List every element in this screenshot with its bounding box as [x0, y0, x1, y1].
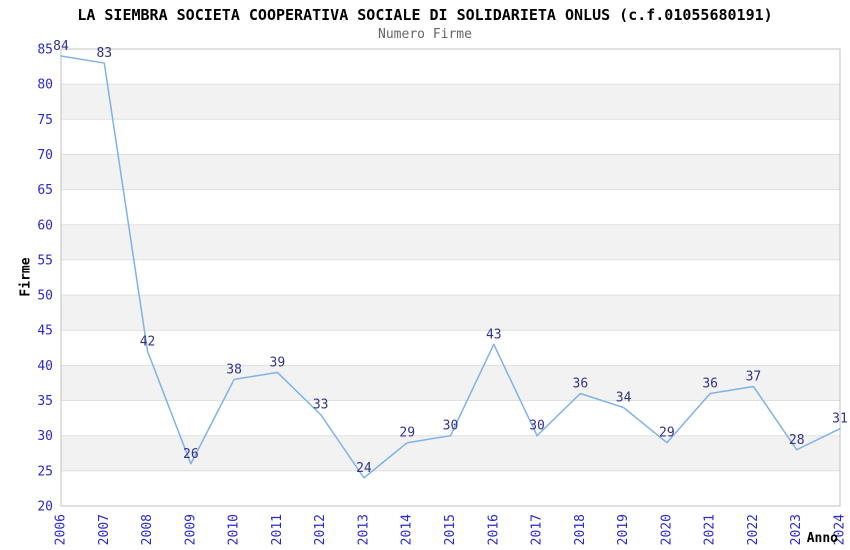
point-label: 43: [486, 327, 502, 342]
y-tick-label: 40: [37, 359, 53, 374]
chart-title: LA SIEMBRA SOCIETA COOPERATIVA SOCIALE D…: [77, 6, 773, 24]
grid-band: [61, 224, 840, 260]
y-tick-label: 75: [37, 113, 53, 128]
y-tick-label: 30: [37, 429, 53, 444]
x-tick-label: 2019: [616, 514, 631, 545]
x-tick-label: 2022: [746, 514, 761, 545]
y-tick-label: 55: [37, 253, 53, 268]
point-label: 36: [573, 377, 589, 392]
point-label: 34: [616, 391, 632, 406]
grid-band: [61, 84, 840, 120]
grid-band: [61, 435, 840, 471]
y-tick-label: 65: [37, 183, 53, 198]
x-tick-label: 2008: [140, 514, 155, 545]
point-label: 29: [659, 426, 675, 441]
point-label: 39: [270, 355, 286, 370]
x-tick-label: 2006: [54, 514, 69, 545]
point-label: 37: [746, 369, 762, 384]
point-label: 29: [399, 426, 415, 441]
x-tick-label: 2015: [443, 514, 458, 545]
x-tick-label: 2012: [313, 514, 328, 545]
grid-band: [61, 365, 840, 401]
point-label: 30: [529, 419, 545, 434]
x-tick-label: 2007: [97, 514, 112, 545]
y-axis-title: Firme: [18, 257, 34, 297]
point-label: 30: [443, 419, 459, 434]
x-tick-label: 2013: [356, 514, 371, 545]
x-tick-label: 2020: [659, 514, 674, 545]
y-tick-label: 45: [37, 324, 53, 339]
x-tick-label: 2011: [270, 514, 285, 545]
point-label: 83: [96, 46, 112, 61]
point-label: 31: [832, 412, 848, 427]
grid-band: [61, 295, 840, 331]
x-tick-label: 2016: [486, 514, 501, 545]
point-label: 28: [789, 433, 805, 448]
point-label: 36: [702, 377, 718, 392]
point-label: 33: [313, 398, 329, 413]
point-label: 26: [183, 447, 199, 462]
y-tick-label: 80: [37, 78, 53, 93]
x-tick-label: 2009: [183, 514, 198, 545]
x-tick-label: 2010: [227, 514, 242, 545]
y-tick-label: 50: [37, 289, 53, 304]
y-tick-label: 70: [37, 148, 53, 163]
y-tick-label: 25: [37, 464, 53, 479]
y-tick-label: 35: [37, 394, 53, 409]
x-tick-label: 2014: [400, 514, 415, 545]
x-tick-label: 2018: [573, 514, 588, 545]
y-tick-label: 60: [37, 218, 53, 233]
y-tick-label: 20: [37, 500, 53, 515]
grid-band: [61, 154, 840, 190]
data-line: [60, 55, 841, 479]
x-tick-label: 2023: [789, 514, 804, 545]
point-label: 42: [140, 334, 156, 349]
y-tick-label: 85: [37, 43, 53, 58]
x-tick-label: 2024: [833, 514, 848, 545]
point-label: 38: [226, 362, 242, 377]
point-label: 84: [53, 39, 69, 54]
chart-subtitle: Numero Firme: [378, 27, 472, 42]
x-tick-label: 2021: [703, 514, 718, 545]
x-axis-title: Anno: [806, 531, 838, 546]
point-label: 24: [356, 461, 372, 476]
x-tick-label: 2017: [530, 514, 545, 545]
plot-border: [60, 48, 841, 507]
